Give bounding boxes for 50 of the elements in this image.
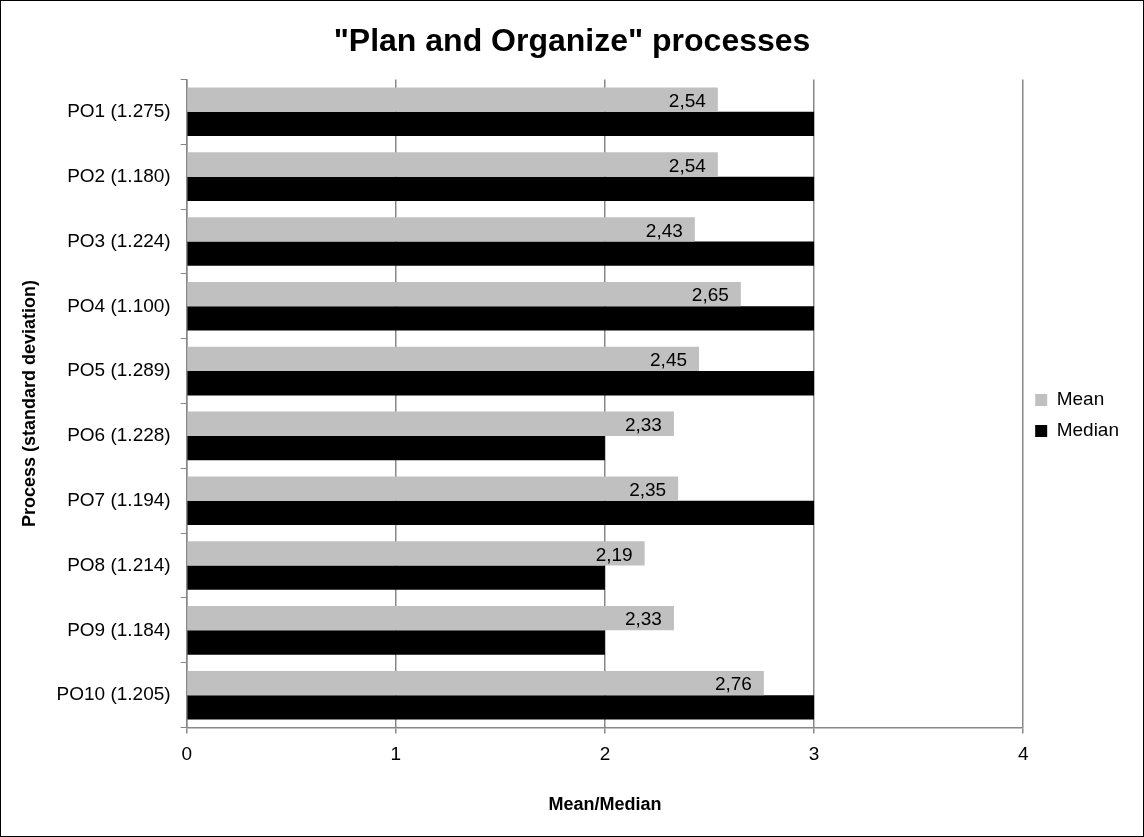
y-tick-label: PO9 (1.184) — [67, 618, 171, 640]
data-label: 2,65 — [691, 284, 729, 306]
data-label: 2,35 — [629, 478, 667, 500]
bar — [187, 606, 674, 631]
data-label: 2,76 — [714, 673, 752, 695]
bar — [187, 152, 718, 177]
bar — [187, 306, 815, 331]
bar — [187, 281, 741, 307]
y-tick-label: PO5 (1.289) — [67, 359, 171, 381]
bar — [187, 565, 605, 590]
x-tick-label: 4 — [1017, 743, 1029, 765]
data-label: 2,54 — [668, 154, 707, 176]
chart-title: "Plan and Organize" processes — [333, 22, 811, 59]
bar — [187, 176, 815, 201]
bar — [187, 500, 815, 526]
y-tick-label: PO1 (1.275) — [67, 100, 171, 122]
bar — [187, 371, 815, 396]
data-label: 2,43 — [645, 219, 683, 241]
bar — [187, 630, 605, 655]
y-tick-label: PO3 (1.224) — [67, 229, 171, 251]
bar — [187, 435, 605, 461]
y-tick-label: PO7 (1.194) — [67, 488, 171, 510]
y-tick-label: PO8 (1.214) — [67, 553, 171, 575]
bar — [187, 670, 764, 696]
data-label: 2,33 — [624, 413, 662, 435]
bar — [187, 217, 695, 242]
bar — [187, 87, 718, 112]
data-label: 2,45 — [650, 349, 688, 371]
bar — [187, 541, 645, 566]
bar — [187, 346, 700, 372]
y-tick-label: PO2 (1.180) — [67, 164, 171, 186]
bar — [187, 241, 815, 266]
x-tick-label: 1 — [390, 743, 402, 765]
data-label: 2,19 — [595, 543, 633, 565]
y-axis-title: Process (standard deviation) — [18, 279, 39, 528]
bar — [187, 695, 815, 720]
x-tick-label: 3 — [808, 743, 820, 765]
x-tick-label: 2 — [599, 743, 611, 765]
bar — [187, 411, 674, 436]
legend-label: Median — [1056, 419, 1120, 441]
bar — [187, 476, 679, 501]
y-tick-label: PO10 (1.205) — [56, 683, 171, 705]
legend-label: Mean — [1056, 388, 1105, 410]
bar — [187, 111, 815, 137]
x-tick-label: 0 — [181, 743, 192, 765]
x-axis-title: Mean/Median — [548, 794, 662, 815]
y-tick-label: PO4 (1.100) — [67, 294, 171, 316]
y-tick-label: PO6 (1.228) — [67, 424, 171, 446]
data-label: 2,54 — [668, 89, 707, 111]
data-label: 2,33 — [624, 608, 662, 630]
